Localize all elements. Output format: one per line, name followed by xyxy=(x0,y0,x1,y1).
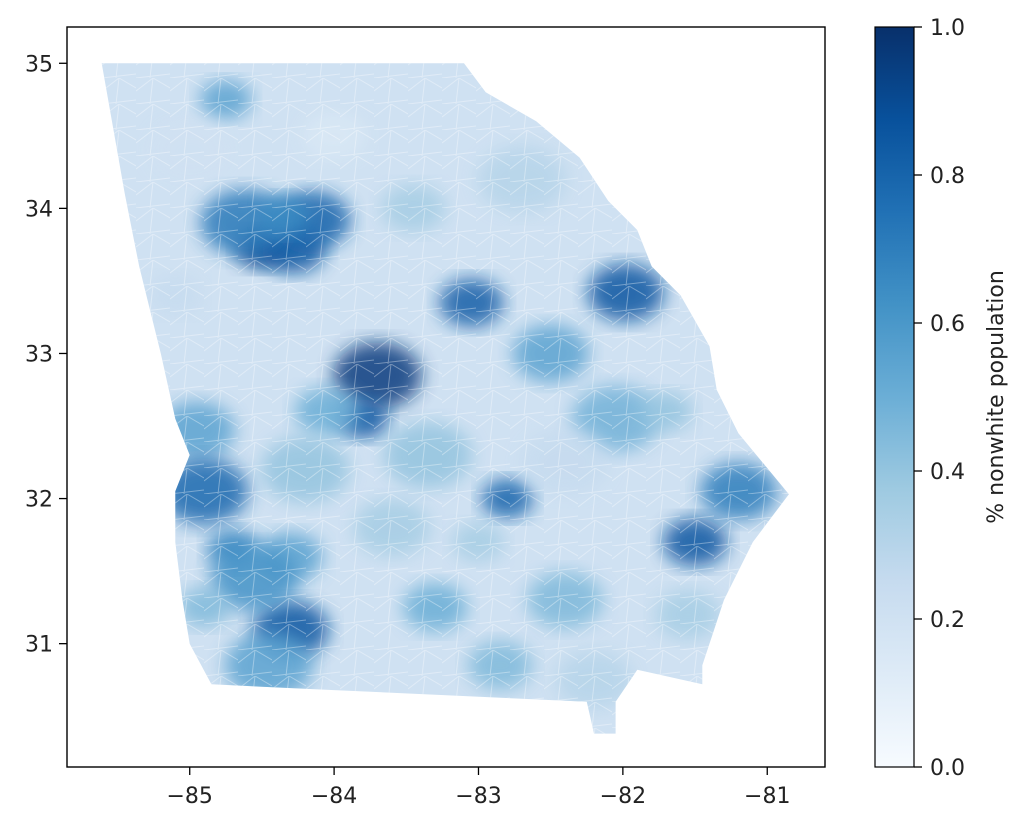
x-axis: −85 −84 −83 −82 −81 xyxy=(167,767,790,809)
colorbar-tick-label: 0.2 xyxy=(930,608,965,633)
x-tick-label: −82 xyxy=(600,784,646,809)
colorbar-tick-label: 0.6 xyxy=(930,312,965,337)
colorbar-gradient xyxy=(874,26,915,768)
y-tick-label: 34 xyxy=(25,197,53,222)
y-tick-label: 32 xyxy=(25,488,53,513)
colorbar-tick-label: 0.0 xyxy=(930,756,965,781)
x-tick-label: −83 xyxy=(455,784,501,809)
x-tick-label: −81 xyxy=(744,784,790,809)
axes-frame xyxy=(66,26,826,768)
y-tick-label: 31 xyxy=(25,633,53,658)
tract-boundaries xyxy=(101,63,789,734)
x-tick-label: −84 xyxy=(311,784,357,809)
colorbar: 0.0 0.2 0.4 0.6 0.8 1.0 % nonwhite population xyxy=(874,16,1009,781)
colorbar-tick-label: 1.0 xyxy=(930,16,965,41)
colorbar-label: % nonwhite population xyxy=(984,270,1009,524)
x-tick-label: −85 xyxy=(167,784,213,809)
colorbar-ticks: 0.0 0.2 0.4 0.6 0.8 1.0 xyxy=(914,16,965,781)
y-tick-label: 35 xyxy=(25,52,53,77)
map-layer xyxy=(101,63,789,734)
y-axis: 31 32 33 34 35 xyxy=(25,52,67,658)
colorbar-tick-label: 0.8 xyxy=(930,164,965,189)
colorbar-tick-label: 0.4 xyxy=(930,460,965,485)
y-tick-label: 33 xyxy=(25,342,53,367)
